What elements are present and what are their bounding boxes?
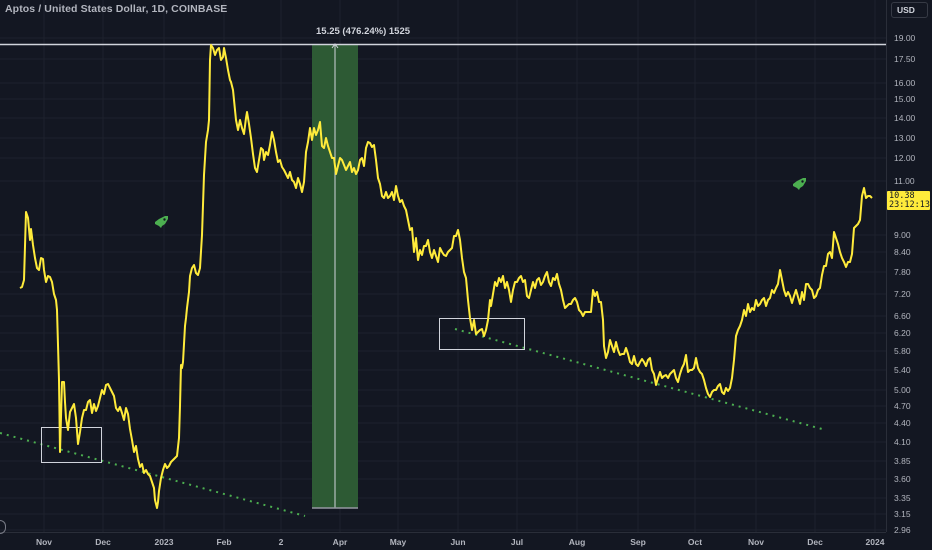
x-tick: Nov [35,537,53,547]
bar-countdown: 23:12:13 [889,200,930,210]
x-tick: Sep [630,537,646,547]
y-tick: 4.70 [894,401,911,411]
x-tick: Dec [807,537,823,547]
support-box-1[interactable] [41,427,102,463]
current-price: 10.38 [889,191,915,201]
y-tick: 7.80 [894,267,911,277]
y-tick: 16.00 [894,78,916,88]
y-tick: 3.35 [894,493,911,503]
x-tick: May [389,537,407,547]
y-tick: 3.60 [894,474,911,484]
trendline-2[interactable] [454,328,823,430]
y-tick: 2.96 [894,525,911,535]
x-tick: Nov [747,537,765,547]
y-tick: 12.00 [894,153,916,163]
y-tick: 5.80 [894,346,911,356]
y-tick: 8.40 [894,247,911,257]
y-tick: 9.00 [894,230,911,240]
x-tick: 2 [278,537,284,547]
x-tick: 2024 [865,537,885,547]
y-tick: 13.00 [894,133,916,143]
y-tick: 11.00 [894,176,915,186]
y-tick: 3.15 [894,509,911,519]
x-tick: Aug [568,537,586,547]
rocket-icon [793,178,806,190]
chart-title: Aptos / United States Dollar, 1D, COINBA… [5,3,228,15]
price-line [19,44,873,509]
x-tick: Oct [687,537,703,547]
x-tick: 2023 [154,537,174,547]
y-tick: 19.00 [894,33,916,43]
y-tick: 3.85 [894,456,911,466]
x-tick: Dec [95,537,111,547]
y-tick: 14.00 [894,113,916,123]
y-tick: 5.00 [894,385,911,395]
y-tick: 6.60 [894,311,911,321]
y-tick: 7.20 [894,289,911,299]
x-tick: Apr [332,537,348,547]
support-box-2[interactable] [439,318,525,350]
y-tick: 4.10 [894,437,911,447]
x-tick: Jul [510,537,524,547]
currency-button[interactable]: USD [891,2,928,18]
x-tick: Feb [216,537,232,547]
y-tick: 5.40 [894,365,911,375]
x-tick: Jun [450,537,466,547]
y-tick: 6.20 [894,328,911,338]
measure-label: 15.25 (476.24%) 1525 [316,26,411,37]
y-tick: 15.00 [894,94,916,104]
rocket-icon [155,216,168,228]
date-price-range-measure[interactable] [312,43,358,509]
y-tick: 4.40 [894,418,911,428]
y-tick: 17.50 [894,54,916,64]
current-price-tag: 10.38 23:12:13 [887,191,930,210]
